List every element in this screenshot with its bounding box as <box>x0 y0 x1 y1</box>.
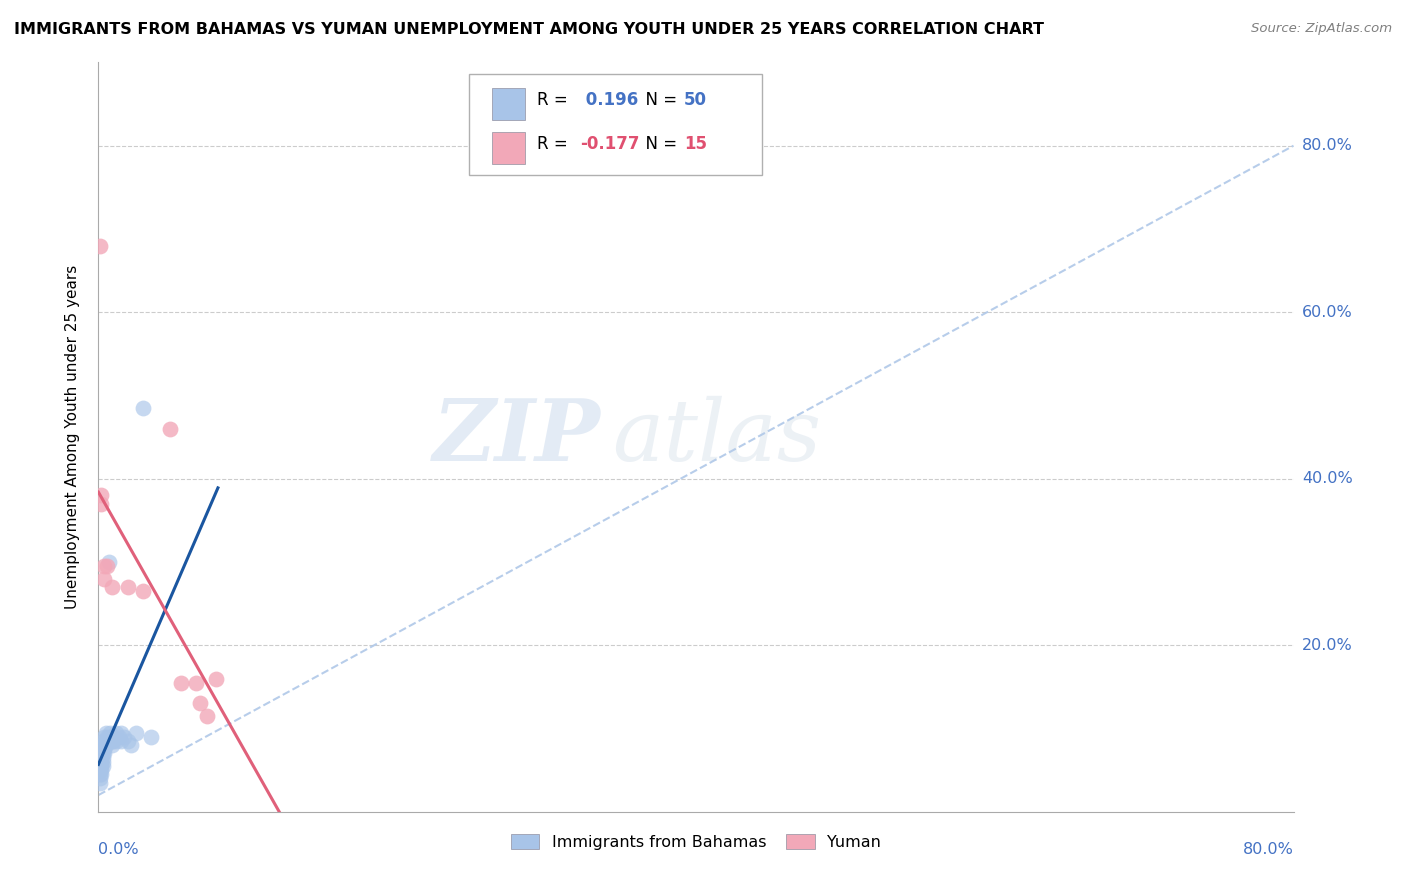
Point <box>98 730 122 744</box>
Point <box>132 584 155 599</box>
Point <box>90 747 112 761</box>
Point <box>90 497 112 511</box>
Point <box>139 730 162 744</box>
Point <box>197 709 219 723</box>
Point <box>89 238 111 252</box>
Point <box>90 763 112 777</box>
Point <box>93 559 115 574</box>
Point <box>188 697 211 711</box>
Text: 15: 15 <box>685 135 707 153</box>
Text: 40.0%: 40.0% <box>1302 471 1353 486</box>
Text: -0.177: -0.177 <box>581 135 640 153</box>
Point <box>94 738 117 752</box>
Point <box>112 730 135 744</box>
Point <box>90 738 112 752</box>
Point <box>91 750 114 764</box>
Text: 0.0%: 0.0% <box>98 842 139 857</box>
Text: atlas: atlas <box>613 396 821 478</box>
FancyBboxPatch shape <box>470 74 762 175</box>
Text: R =: R = <box>537 135 574 153</box>
Text: R =: R = <box>537 91 574 109</box>
Point <box>89 750 111 764</box>
Point <box>159 422 181 436</box>
Text: IMMIGRANTS FROM BAHAMAS VS YUMAN UNEMPLOYMENT AMONG YOUTH UNDER 25 YEARS CORRELA: IMMIGRANTS FROM BAHAMAS VS YUMAN UNEMPLO… <box>14 22 1045 37</box>
Point <box>91 747 114 761</box>
Point <box>97 555 120 569</box>
Text: Source: ZipAtlas.com: Source: ZipAtlas.com <box>1251 22 1392 36</box>
Point <box>94 725 117 739</box>
Text: 80.0%: 80.0% <box>1302 138 1353 153</box>
Point <box>103 730 125 744</box>
Bar <box>492 88 524 120</box>
Point <box>90 759 112 773</box>
Point <box>93 747 115 761</box>
Text: 50: 50 <box>685 91 707 109</box>
Point <box>89 767 111 781</box>
Point <box>91 755 114 769</box>
Point <box>90 742 112 756</box>
Text: N =: N = <box>636 135 682 153</box>
Bar <box>492 132 524 163</box>
Point <box>205 672 228 686</box>
Point <box>108 730 131 744</box>
Point <box>93 738 115 752</box>
Point <box>90 767 112 781</box>
Point <box>169 675 191 690</box>
Point <box>89 759 111 773</box>
Point <box>125 725 148 739</box>
Point <box>89 747 111 761</box>
Point <box>96 559 118 574</box>
Point <box>105 734 128 748</box>
Point <box>110 734 132 748</box>
Point <box>91 759 114 773</box>
Point <box>89 772 111 786</box>
Point <box>110 725 132 739</box>
Text: 20.0%: 20.0% <box>1302 638 1353 653</box>
Point <box>90 755 112 769</box>
Y-axis label: Unemployment Among Youth under 25 years: Unemployment Among Youth under 25 years <box>65 265 80 609</box>
Point <box>103 734 125 748</box>
Point <box>89 763 111 777</box>
Point <box>91 734 114 748</box>
Point <box>96 734 118 748</box>
Point <box>101 734 124 748</box>
Point <box>105 725 128 739</box>
Point <box>93 742 115 756</box>
Text: 80.0%: 80.0% <box>1243 842 1294 857</box>
Point <box>117 734 139 748</box>
Point <box>93 572 115 586</box>
Point <box>101 580 124 594</box>
Point <box>117 580 139 594</box>
Point <box>101 738 124 752</box>
Text: ZIP: ZIP <box>433 395 600 479</box>
Point <box>90 488 112 502</box>
Point <box>91 738 114 752</box>
Point <box>94 734 117 748</box>
Point <box>90 750 112 764</box>
Text: 60.0%: 60.0% <box>1302 305 1353 319</box>
Point <box>120 738 142 752</box>
Text: N =: N = <box>636 91 682 109</box>
Point <box>93 730 115 744</box>
Point <box>98 725 122 739</box>
Point <box>184 675 207 690</box>
Legend: Immigrants from Bahamas, Yuman: Immigrants from Bahamas, Yuman <box>505 827 887 856</box>
Text: 0.196: 0.196 <box>581 91 638 109</box>
Point <box>89 755 111 769</box>
Point <box>91 742 114 756</box>
Point <box>132 401 155 415</box>
Point <box>96 730 118 744</box>
Point <box>89 775 111 789</box>
